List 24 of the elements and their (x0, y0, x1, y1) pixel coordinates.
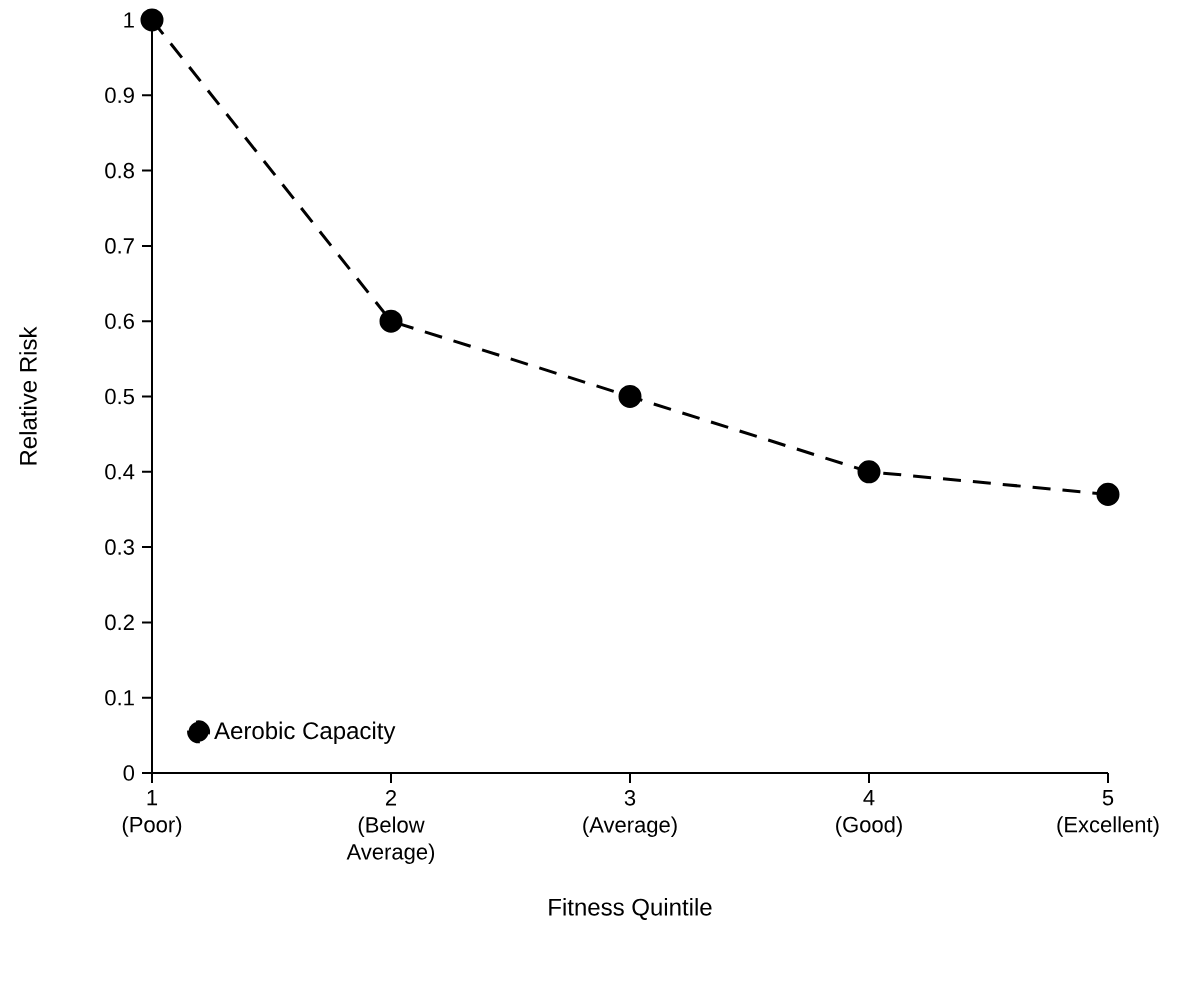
y-tick-label: 0.1 (105, 689, 134, 706)
y-tick-label: 0.7 (105, 238, 134, 254)
y-tick-label: 0.4 (105, 464, 135, 480)
y-tick-label: 0.6 (105, 313, 134, 329)
y-tick-label: 1 (124, 12, 134, 28)
y-tick-label: 0.8 (105, 162, 134, 179)
x-axis-title: Fitness Quintile (549, 898, 712, 920)
y-axis-title: Relative Risk (19, 326, 37, 465)
x-tick-label: 3 (Average) (583, 790, 677, 837)
y-tick-label: 0 (123, 765, 135, 781)
legend-label: Aerobic Capacity (214, 721, 396, 744)
point (1096, 482, 1120, 506)
point (618, 384, 642, 408)
y-tick-label: 0.5 (105, 388, 134, 405)
y-tick-label: 0.9 (105, 87, 134, 104)
point (140, 8, 164, 32)
point (379, 309, 403, 333)
x-tick-label: 5 (Excellent) (1057, 790, 1159, 837)
x-tick-label: 4 (Good) (836, 790, 902, 837)
point (857, 460, 881, 484)
x-tick-label: 2 (Below Average) (346, 790, 435, 864)
y-tick-label: 0.3 (105, 539, 134, 555)
y-tick-label: 0.2 (105, 614, 134, 631)
x-tick-label: 1 (Poor) (122, 790, 182, 837)
